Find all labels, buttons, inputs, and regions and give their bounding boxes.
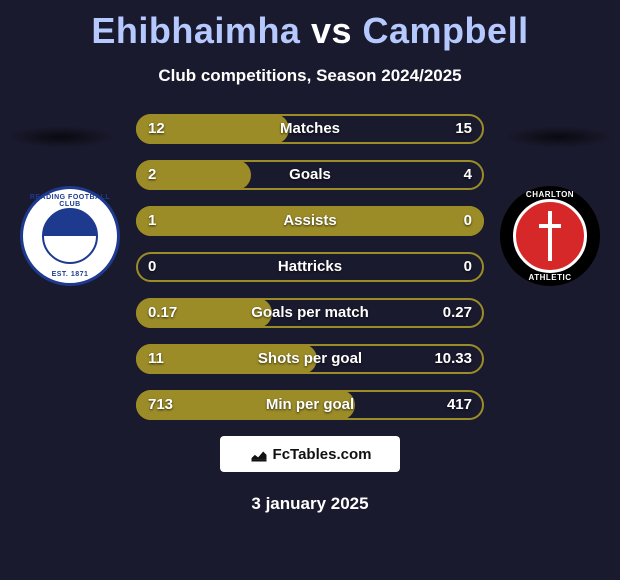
crest-left-bot-text: EST. 1871 <box>23 271 117 278</box>
chart-icon <box>249 444 269 464</box>
stat-row: 1110.33Shots per goal <box>136 344 484 374</box>
comparison-title: Ehibhaimha vs Campbell <box>0 0 620 52</box>
crest-left-top-text: READING FOOTBALL CLUB <box>23 194 117 208</box>
reading-crest-icon: READING FOOTBALL CLUB EST. 1871 <box>20 186 120 286</box>
stat-label: Matches <box>136 114 484 144</box>
player-right-name: Campbell <box>363 10 529 51</box>
watermark[interactable]: FcTables.com <box>220 436 400 472</box>
stat-row: 1215Matches <box>136 114 484 144</box>
crest-right-top-text: CHARLTON <box>500 190 600 199</box>
watermark-text: FcTables.com <box>273 446 372 463</box>
comparison-content: READING FOOTBALL CLUB EST. 1871 CHARLTON… <box>0 114 620 514</box>
stat-label: Min per goal <box>136 390 484 420</box>
stat-label: Goals per match <box>136 298 484 328</box>
charlton-crest-icon: CHARLTON ATHLETIC <box>500 186 600 286</box>
stat-label: Goals <box>136 160 484 190</box>
stat-row: 24Goals <box>136 160 484 190</box>
stat-bars: 1215Matches 24Goals 10Assists 00Hattricks 0.… <box>136 114 484 420</box>
stat-row: 00Hattricks <box>136 252 484 282</box>
stat-label: Hattricks <box>136 252 484 282</box>
crest-shadow-left <box>6 126 116 148</box>
crest-shadow-right <box>504 126 614 148</box>
crest-right-bot-text: ATHLETIC <box>500 273 600 282</box>
crest-right: CHARLTON ATHLETIC <box>500 186 600 286</box>
stat-row: 0.170.27Goals per match <box>136 298 484 328</box>
stat-row: 713417Min per goal <box>136 390 484 420</box>
stat-label: Shots per goal <box>136 344 484 374</box>
stat-row: 10Assists <box>136 206 484 236</box>
crest-left: READING FOOTBALL CLUB EST. 1871 <box>20 186 120 286</box>
subtitle: Club competitions, Season 2024/2025 <box>0 66 620 86</box>
date: 3 january 2025 <box>0 494 620 514</box>
stat-label: Assists <box>136 206 484 236</box>
player-left-name: Ehibhaimha <box>91 10 300 51</box>
title-vs: vs <box>311 10 352 51</box>
